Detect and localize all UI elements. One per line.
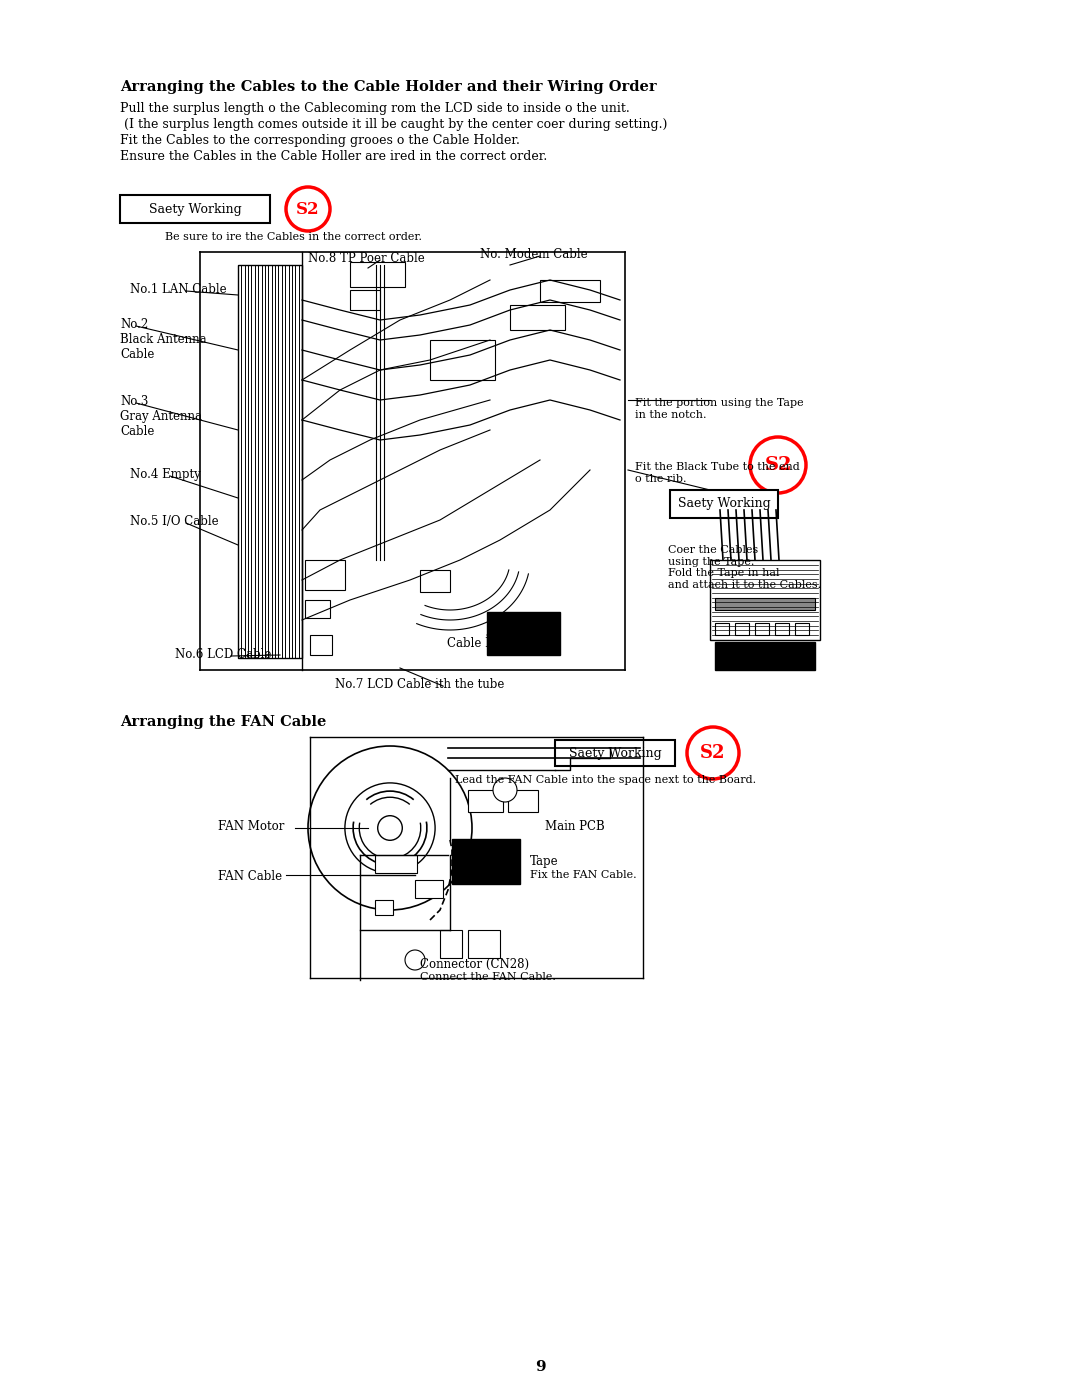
Bar (510, 305, 565, 330)
Text: Fit the portion using the Tape
in the notch.: Fit the portion using the Tape in the no… (635, 398, 804, 419)
Circle shape (345, 782, 435, 873)
Text: FAN Motor: FAN Motor (218, 820, 284, 833)
Text: No.7 LCD Cable ith the tube: No.7 LCD Cable ith the tube (335, 678, 504, 692)
Bar (468, 789, 503, 812)
Circle shape (378, 816, 402, 841)
Text: No. Modem Cable: No. Modem Cable (480, 249, 588, 261)
Text: 9: 9 (535, 1361, 545, 1375)
Bar (440, 930, 462, 958)
Bar (795, 623, 809, 636)
Text: No.2
Black Antenna
Cable: No.2 Black Antenna Cable (120, 319, 206, 360)
Bar (715, 623, 729, 636)
Bar (430, 339, 495, 380)
Text: Saety Working: Saety Working (149, 203, 241, 215)
Circle shape (492, 778, 517, 802)
Circle shape (286, 187, 330, 231)
Bar (715, 598, 815, 610)
Text: Fit the Cables to the corresponding grooes o the Cable Holder.: Fit the Cables to the corresponding groo… (120, 134, 519, 147)
Text: Be sure to ire the Cables in the correct order.: Be sure to ire the Cables in the correct… (165, 232, 422, 242)
Bar (120, 196, 270, 224)
Bar (375, 855, 417, 873)
Text: Pull the surplus length o the Cablecoming rom the LCD side to inside o the unit.: Pull the surplus length o the Cablecomin… (120, 102, 630, 115)
Text: No.1 LAN Cable: No.1 LAN Cable (130, 284, 227, 296)
Bar (775, 623, 789, 636)
Circle shape (405, 950, 426, 970)
Text: S2: S2 (765, 455, 792, 474)
Text: Fit the Black Tube to the end
o the rib.: Fit the Black Tube to the end o the rib. (635, 462, 800, 483)
Text: No.5 I/O Cable: No.5 I/O Cable (130, 515, 218, 528)
Text: Arranging the FAN Cable: Arranging the FAN Cable (120, 715, 326, 729)
Bar (310, 636, 332, 655)
Circle shape (687, 726, 739, 780)
Text: Tape: Tape (530, 855, 558, 868)
Bar (555, 740, 675, 766)
Bar (508, 789, 538, 812)
Text: No.3
Gray Antenna
Cable: No.3 Gray Antenna Cable (120, 395, 202, 439)
Text: Saety Working: Saety Working (569, 746, 661, 760)
Text: S2: S2 (700, 745, 726, 761)
Text: S2: S2 (296, 201, 320, 218)
Bar (415, 880, 443, 898)
Bar (715, 643, 815, 671)
Circle shape (308, 746, 472, 909)
Text: No.4 Empty: No.4 Empty (130, 468, 201, 481)
Bar (350, 263, 405, 286)
Bar (305, 599, 330, 617)
Text: Main PCB: Main PCB (545, 820, 605, 833)
Text: No.6 LCD Cable: No.6 LCD Cable (175, 648, 271, 661)
Bar (755, 623, 769, 636)
Bar (375, 900, 393, 915)
Text: Arranging the Cables to the Cable Holder and their Wiring Order: Arranging the Cables to the Cable Holder… (120, 80, 657, 94)
Text: Fix the FAN Cable.: Fix the FAN Cable. (530, 870, 636, 880)
Bar (540, 279, 600, 302)
Text: Cable Holder: Cable Holder (447, 637, 526, 650)
Text: Ensure the Cables in the Cable Holler are ired in the correct order.: Ensure the Cables in the Cable Holler ar… (120, 149, 548, 163)
Text: Lead the FAN Cable into the space next to the Board.: Lead the FAN Cable into the space next t… (455, 775, 756, 785)
Circle shape (750, 437, 806, 493)
Bar (487, 612, 561, 655)
Text: FAN Cable: FAN Cable (218, 870, 282, 883)
Text: Saety Working: Saety Working (677, 497, 770, 510)
Text: No.8 TP Poer Cable: No.8 TP Poer Cable (308, 251, 424, 265)
Text: (I the surplus length comes outside it ill be caught by the center coer during s: (I the surplus length comes outside it i… (120, 117, 667, 131)
Bar (350, 291, 380, 310)
Bar (670, 490, 778, 518)
Bar (453, 840, 519, 884)
Bar (468, 930, 500, 958)
Text: Coer the Cables
using the Tape.
Fold the Tape in hal
and attach it to the Cables: Coer the Cables using the Tape. Fold the… (669, 545, 821, 590)
Bar (420, 570, 450, 592)
Text: Connect the FAN Cable.: Connect the FAN Cable. (420, 972, 556, 982)
Text: Connector (CN28): Connector (CN28) (420, 958, 529, 971)
Bar (735, 623, 750, 636)
Bar (238, 265, 302, 658)
Bar (710, 560, 820, 640)
Bar (305, 560, 345, 590)
